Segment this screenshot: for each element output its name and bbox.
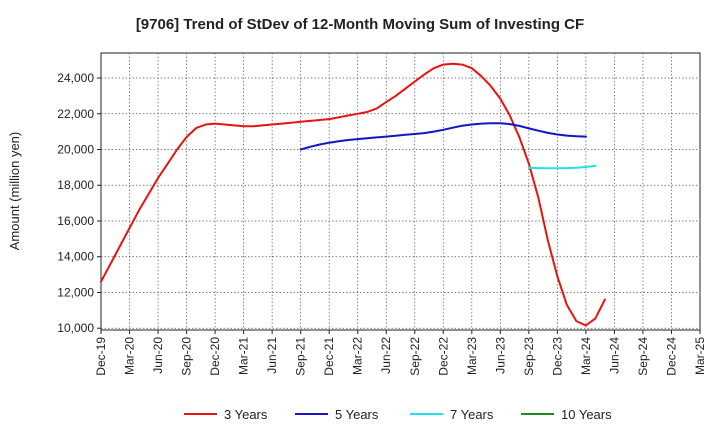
x-tick-label: Mar-24 — [579, 337, 593, 375]
x-tick-label: Mar-20 — [123, 337, 137, 375]
series-lines — [100, 62, 606, 327]
x-tick-label: Dec-20 — [208, 337, 222, 376]
legend-label: 5 Years — [335, 407, 379, 422]
x-tick-label: Sep-24 — [636, 337, 650, 376]
y-axis-ticks: 10,000 12,000 14,000 16,000 18,000 20,000 22,0… — [57, 71, 101, 335]
x-tick-label: Sep-20 — [180, 337, 194, 376]
y-tick-label: 24,000 — [57, 71, 94, 85]
x-tick-label: Sep-21 — [294, 337, 308, 376]
chart-title: [9706] Trend of StDev of 12-Month Moving… — [136, 16, 584, 33]
x-tick-label: Dec-24 — [664, 337, 678, 376]
y-tick-label: 14,000 — [57, 250, 94, 264]
y-tick-label: 10,000 — [57, 321, 94, 335]
series-line — [100, 62, 606, 327]
plot-area — [100, 52, 701, 331]
x-tick-label: Mar-21 — [237, 337, 251, 375]
legend-label: 7 Years — [450, 407, 494, 422]
y-axis-label: Amount (million yen) — [7, 132, 22, 251]
legend-label: 10 Years — [561, 407, 612, 422]
y-tick-label: 20,000 — [57, 143, 94, 157]
y-tick-label: 12,000 — [57, 285, 94, 299]
x-tick-label: Mar-22 — [351, 337, 365, 375]
x-axis-ticks: Dec-19 Mar-20 Jun-20 Sep-20 Dec-20 Mar-21 Jun-… — [94, 330, 707, 376]
x-tick-label: Sep-23 — [522, 337, 536, 376]
x-tick-label: Dec-19 — [94, 337, 108, 376]
x-tick-label: Dec-21 — [322, 337, 336, 376]
x-tick-label: Mar-25 — [693, 337, 707, 375]
x-tick-label: Sep-22 — [408, 337, 422, 376]
x-tick-label: Dec-23 — [550, 337, 564, 376]
x-tick-label: Jun-20 — [151, 337, 165, 374]
series-line — [527, 164, 597, 170]
x-tick-label: Mar-23 — [465, 337, 479, 375]
x-tick-label: Dec-22 — [436, 337, 450, 376]
x-tick-label: Jun-24 — [607, 337, 621, 374]
x-tick-label: Jun-22 — [379, 337, 393, 374]
y-tick-label: 18,000 — [57, 178, 94, 192]
x-tick-label: Jun-21 — [265, 337, 279, 374]
y-tick-label: 16,000 — [57, 214, 94, 228]
legend-label: 3 Years — [224, 407, 268, 422]
y-tick-label: 22,000 — [57, 107, 94, 121]
legend: 3 Years 5 Years 7 Years 10 Years — [184, 407, 612, 422]
series-line — [299, 122, 587, 151]
x-tick-label: Jun-23 — [493, 337, 507, 374]
